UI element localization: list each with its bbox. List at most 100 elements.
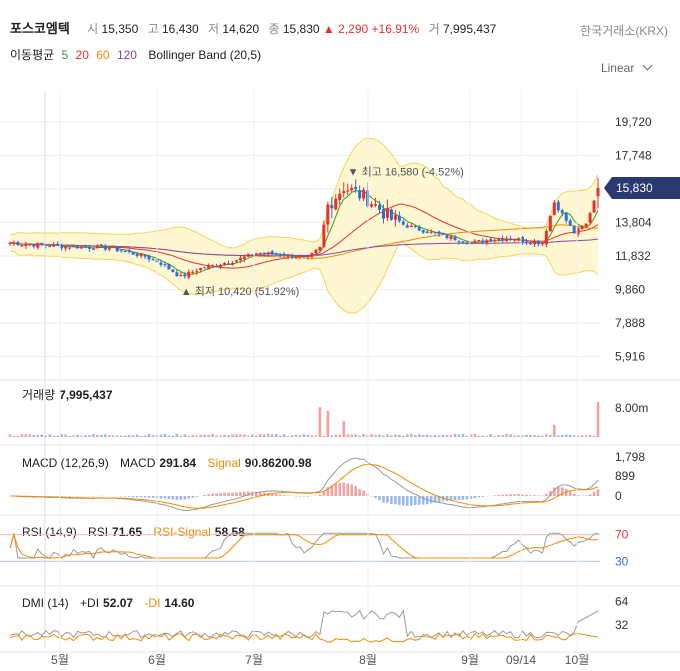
ma-20[interactable]: 20	[75, 48, 89, 62]
volume-bar	[362, 434, 365, 437]
candle-body	[195, 271, 199, 273]
volume-bar	[437, 435, 441, 437]
candle-body	[191, 271, 195, 273]
volume-bar	[469, 434, 473, 437]
volume-bar	[382, 435, 385, 437]
volume-bar	[513, 435, 516, 437]
macd-hist-bar	[322, 491, 326, 496]
macd-hist-bar	[286, 495, 290, 496]
low-value: 14,620	[222, 22, 260, 36]
candle-body	[310, 252, 314, 257]
macd-hist-bar	[251, 491, 254, 496]
candle-body	[445, 234, 449, 238]
candle-body	[16, 241, 20, 246]
macd-hist-bar	[465, 496, 469, 500]
macd-hist-bar	[143, 496, 147, 498]
candle-body	[397, 215, 401, 222]
volume-bar	[417, 434, 421, 437]
bollinger-label[interactable]: Bollinger Band (20,5)	[148, 48, 262, 62]
candle-body	[60, 245, 64, 249]
candle-body	[385, 208, 389, 218]
macd-hist-bar	[549, 490, 552, 496]
ma-120[interactable]: 120	[116, 48, 137, 62]
volume-bar	[409, 434, 413, 437]
price-tick-label: 13,804	[615, 215, 652, 229]
macd-hist-bar	[131, 496, 135, 498]
candle-body	[358, 190, 362, 199]
change-arrow-icon: ▲	[322, 22, 335, 36]
volume-bar	[195, 435, 199, 437]
ma-5[interactable]: 5	[61, 48, 69, 62]
rsi-title: RSI (14,9) RSI 71.65 RSI-Signal 58.58	[22, 525, 245, 539]
candle-body	[513, 239, 517, 241]
volume-bar	[592, 435, 596, 437]
dmi-tick-label: 32	[615, 618, 629, 632]
volume-bar	[270, 434, 274, 437]
volume-bar	[541, 435, 544, 437]
candle-body	[123, 251, 127, 253]
candle-body	[374, 204, 378, 206]
macd-hist-bar	[167, 496, 171, 499]
scale-mode-button[interactable]: Linear	[601, 60, 660, 75]
volume-bar	[294, 434, 298, 437]
volume-bar	[155, 435, 159, 437]
pdi-line	[9, 609, 599, 639]
volume-bar	[131, 435, 135, 437]
macd-hist-bar	[553, 487, 556, 496]
volume-bar	[576, 435, 580, 437]
macd-hist-bar	[568, 491, 572, 496]
current-price-badge	[604, 177, 680, 200]
candle-body	[429, 231, 433, 233]
candle-body	[290, 254, 294, 258]
volume-bar	[286, 435, 290, 437]
rsi-signal-label: RSI-Signal	[153, 525, 211, 539]
volume-bar	[282, 434, 286, 437]
volume-bar	[318, 407, 322, 437]
macd-hist-bar	[537, 495, 540, 496]
macd-hist-bar	[159, 496, 163, 499]
volume-bar	[32, 434, 36, 437]
macd-hist-bar	[358, 488, 361, 496]
ma-60[interactable]: 60	[96, 48, 110, 62]
volume-bar	[143, 435, 147, 437]
mdi-label: -DI	[144, 596, 161, 610]
macd-hist-bar	[203, 495, 206, 496]
high-value: 16,430	[161, 22, 199, 36]
volume-axis-label: 8.00m	[615, 401, 648, 415]
x-tick-label: 10월	[565, 653, 589, 667]
volume-bar	[553, 424, 556, 437]
macd-hist-bar	[509, 494, 512, 496]
volume-bar	[80, 435, 83, 437]
volume-bar	[258, 433, 262, 437]
macd-hist-bar	[32, 496, 36, 497]
macd-hist-bar	[219, 493, 222, 496]
candle-body	[544, 231, 548, 245]
volume-bar	[211, 434, 214, 437]
volume-bar	[139, 435, 143, 437]
macd-hist-bar	[521, 494, 524, 496]
candle-body	[227, 263, 231, 265]
macd-hist-bar	[477, 496, 481, 498]
volume-bar	[402, 435, 405, 437]
open-label: 시	[87, 22, 99, 36]
macd-hist-bar	[525, 494, 528, 496]
candle-body	[560, 210, 564, 214]
volume-bar	[374, 435, 377, 437]
volume-bar	[12, 435, 16, 437]
candle-body	[370, 204, 374, 207]
high-annotation: ▼ 최고 16,580 (-4.52%)	[348, 165, 464, 178]
volume-bar	[350, 434, 353, 437]
volume-bar	[366, 434, 369, 437]
macd-hist-bar	[223, 492, 226, 496]
macd-hist-bar	[437, 496, 441, 502]
macd-hist-bar	[493, 495, 497, 496]
candle-body	[314, 249, 318, 253]
volume-bar	[88, 435, 91, 437]
candle-body	[111, 246, 115, 248]
volume-bar	[64, 434, 67, 437]
macd-hist-bar	[457, 496, 461, 501]
candle-body	[40, 242, 44, 245]
macd-tick-label: 899	[615, 469, 635, 483]
volume-title: 거래량 7,995,437	[22, 386, 113, 403]
